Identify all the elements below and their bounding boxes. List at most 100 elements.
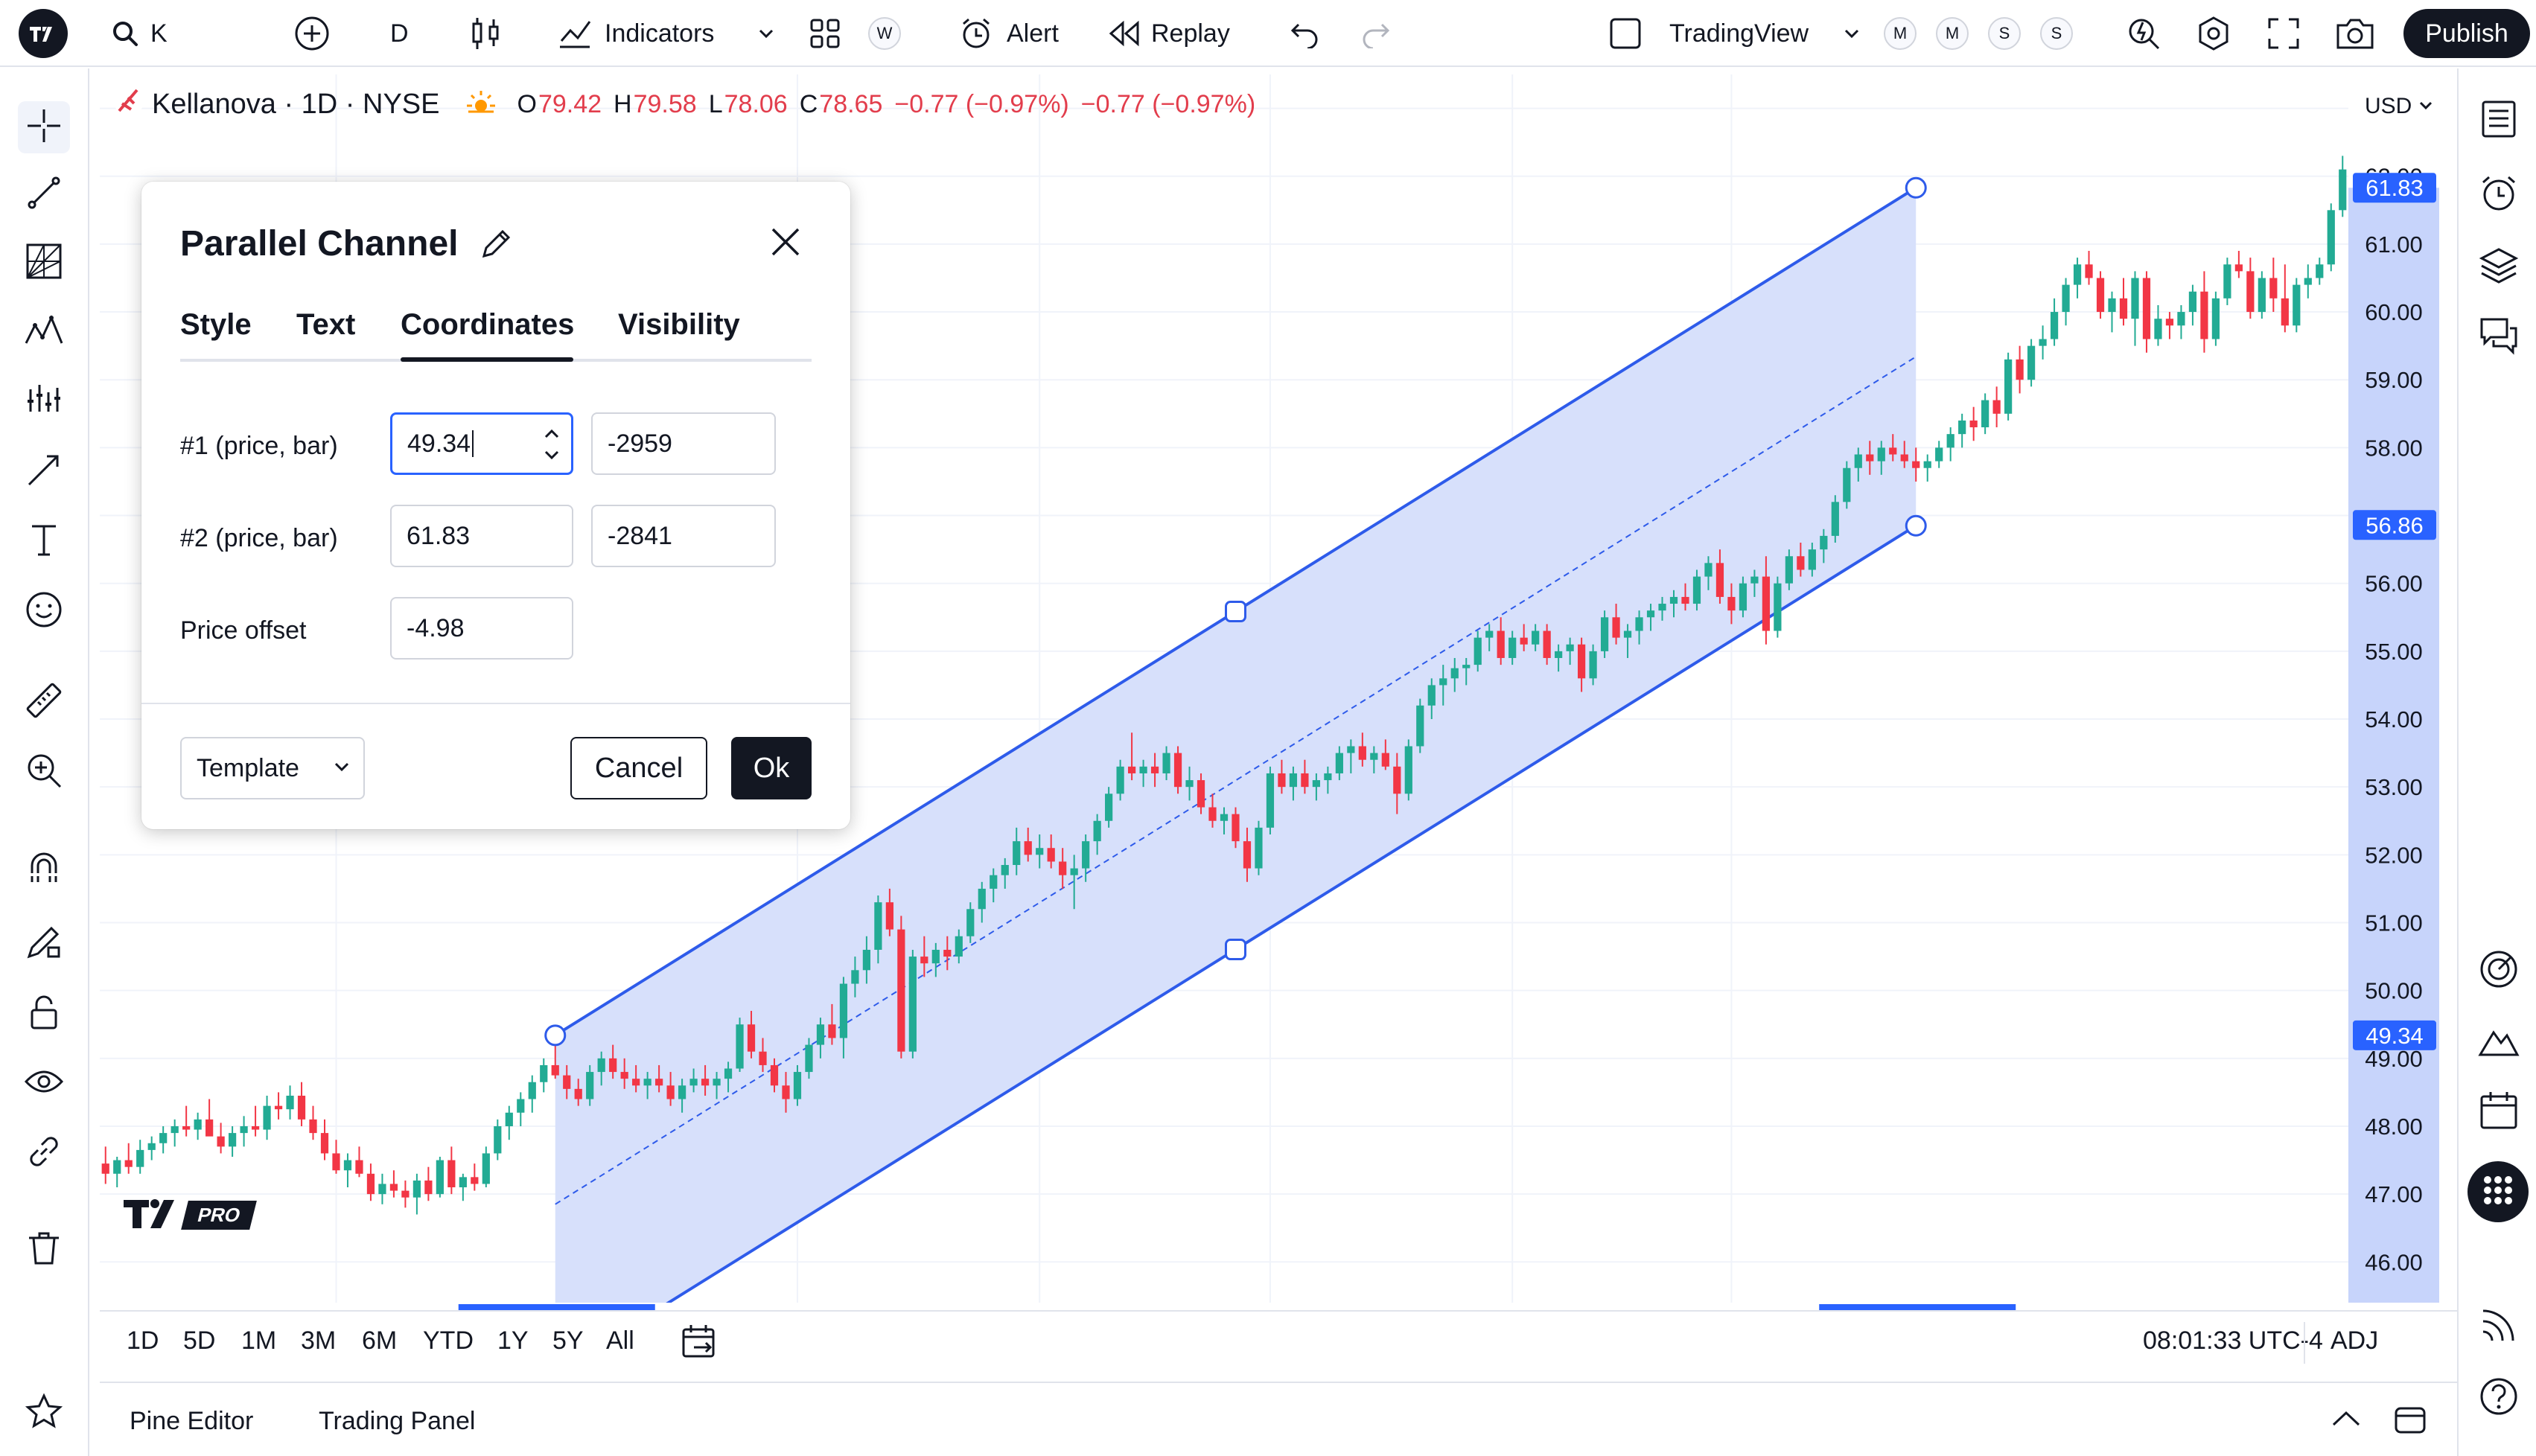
channel-handle	[1905, 176, 1927, 199]
point2-bar-input[interactable]: -2841	[591, 505, 776, 567]
candle-body	[436, 1160, 444, 1195]
patterns-tool[interactable]	[22, 311, 66, 354]
lock-all-tool[interactable]	[22, 992, 66, 1035]
spinner-arrows-icon[interactable]	[541, 422, 562, 473]
link-tool[interactable]	[22, 1131, 66, 1175]
layout-toggle-button[interactable]	[1608, 0, 1643, 67]
object-tree-button[interactable]	[2476, 244, 2521, 289]
timeframe-3m[interactable]: 3M	[301, 1326, 337, 1355]
watchlist-button[interactable]	[2476, 98, 2521, 143]
gann-fib-tool[interactable]	[22, 241, 66, 284]
text-tool[interactable]	[22, 520, 66, 563]
channel-median-line	[555, 356, 1917, 1205]
indicators-button[interactable]: Indicators	[557, 0, 714, 67]
maximize-panel-button[interactable]	[2393, 1405, 2427, 1439]
cancel-button[interactable]: Cancel	[570, 737, 707, 799]
symbol-search[interactable]: K	[110, 0, 168, 67]
interval-button[interactable]: D	[390, 19, 409, 48]
quick-search-button[interactable]	[2125, 0, 2162, 67]
point1-price-input[interactable]: 49.34	[390, 412, 573, 475]
price-offset-input[interactable]: -4.98	[390, 597, 573, 660]
publish-button[interactable]: Publish	[2403, 9, 2530, 58]
timeframe-1d[interactable]: 1D	[127, 1326, 159, 1355]
candle-body	[1543, 630, 1551, 658]
compare-symbol-button[interactable]	[293, 0, 331, 67]
market-status-icon[interactable]	[464, 86, 498, 123]
favorites-tool[interactable]	[22, 1392, 66, 1435]
trend-line-tool[interactable]	[22, 173, 66, 216]
alert-button[interactable]: Alert	[958, 0, 1059, 67]
layout-menu-dropdown[interactable]	[1842, 0, 1861, 67]
ideas-button[interactable]	[2476, 1020, 2521, 1064]
tab-coordinates[interactable]: Coordinates	[401, 308, 575, 341]
indicators-dropdown[interactable]	[756, 0, 776, 67]
alerts-panel-button[interactable]	[2476, 173, 2521, 217]
fullscreen-button[interactable]	[2266, 0, 2301, 67]
emoji-tool[interactable]	[22, 590, 66, 633]
screener-button[interactable]	[2476, 948, 2521, 993]
clock[interactable]: 08:01:33 UTC-4	[2143, 1326, 2323, 1355]
symbol-legend[interactable]: Kellanova · 1D · NYSE O 79.42 H 79.58 L …	[112, 82, 1255, 127]
brush-tool[interactable]	[22, 450, 66, 493]
close-dialog-button[interactable]	[768, 225, 803, 263]
lock-drawing-tool[interactable]	[22, 922, 66, 965]
go-to-date-button[interactable]	[681, 1324, 719, 1363]
point1-bar-input[interactable]: -2959	[591, 412, 776, 475]
timeframe-all[interactable]: All	[606, 1326, 634, 1355]
undo-button[interactable]	[1288, 0, 1321, 67]
candle-body	[101, 1163, 109, 1174]
adj-toggle[interactable]: ADJ	[2330, 1326, 2379, 1355]
chip-2[interactable]: M	[1936, 0, 1969, 67]
candle-body	[1969, 420, 1978, 428]
tab-visibility[interactable]: Visibility	[618, 308, 740, 341]
ok-button[interactable]: Ok	[731, 737, 812, 799]
settings-button[interactable]	[2195, 0, 2232, 67]
remove-drawings-tool[interactable]	[22, 1228, 66, 1271]
candle-body	[1208, 807, 1217, 821]
snapshot-button[interactable]	[2335, 0, 2375, 67]
timeframe-1m[interactable]: 1M	[241, 1326, 277, 1355]
prediction-tool[interactable]	[22, 380, 66, 423]
tab-pine-editor[interactable]: Pine Editor	[130, 1407, 254, 1435]
candle-body	[1450, 668, 1459, 679]
rename-button[interactable]	[480, 226, 514, 264]
candle-body	[724, 1068, 733, 1079]
indicators-label: Indicators	[605, 19, 715, 48]
chip-1[interactable]: M	[1884, 0, 1917, 67]
timeframe-6m[interactable]: 6M	[362, 1326, 398, 1355]
candle-body	[2339, 169, 2347, 211]
layout-name[interactable]: TradingView	[1669, 19, 1809, 48]
crosshair-tool[interactable]	[18, 101, 70, 153]
tradingview-logo-icon[interactable]	[18, 0, 69, 67]
candle-body	[1150, 766, 1159, 773]
replay-button[interactable]: Replay	[1106, 0, 1230, 67]
point2-price-input[interactable]: 61.83	[390, 505, 573, 567]
candle-body	[689, 1079, 698, 1086]
streams-button[interactable]	[2476, 1304, 2521, 1349]
chats-button[interactable]	[2476, 314, 2521, 359]
zoom-tool[interactable]	[22, 750, 66, 794]
timeframe-ytd[interactable]: YTD	[423, 1326, 474, 1355]
chip-4[interactable]: S	[2040, 0, 2073, 67]
chart-style-button[interactable]	[469, 0, 502, 67]
tab-trading-panel[interactable]: Trading Panel	[319, 1407, 476, 1435]
ruler-tool[interactable]	[22, 680, 66, 724]
template-dropdown[interactable]: Template	[180, 737, 365, 799]
calendar-button[interactable]	[2476, 1090, 2521, 1134]
timeframe-1y[interactable]: 1Y	[497, 1326, 529, 1355]
magnet-tool[interactable]	[22, 852, 66, 895]
help-button[interactable]	[2476, 1376, 2521, 1420]
layout-button[interactable]	[809, 0, 841, 67]
tab-style[interactable]: Style	[180, 308, 252, 341]
layout-chip[interactable]: W	[868, 0, 901, 67]
products-button[interactable]	[2467, 1161, 2529, 1222]
chip-3[interactable]: S	[1988, 0, 2021, 67]
hide-drawings-tool[interactable]	[22, 1061, 66, 1105]
currency-selector[interactable]: USD	[2353, 82, 2447, 131]
expand-panel-button[interactable]	[2329, 1404, 2363, 1437]
timeframe-5y[interactable]: 5Y	[552, 1326, 584, 1355]
candle-body	[2258, 278, 2266, 313]
timeframe-5d[interactable]: 5D	[183, 1326, 216, 1355]
redo-button[interactable]	[1360, 0, 1392, 67]
tab-text[interactable]: Text	[296, 308, 356, 341]
